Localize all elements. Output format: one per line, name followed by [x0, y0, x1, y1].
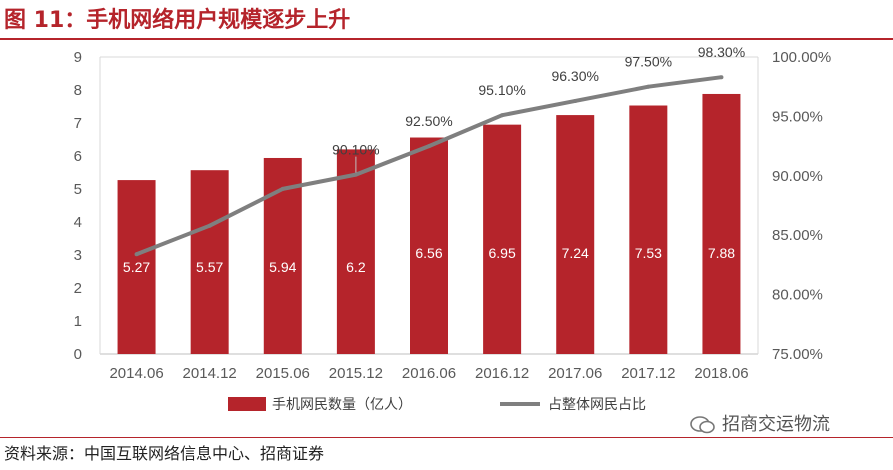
y-right-tick-label: 90.00% — [772, 168, 823, 185]
share-value-label: 95.10% — [478, 82, 525, 98]
y-left-tick-label: 7 — [74, 115, 82, 132]
share-point — [280, 186, 285, 191]
x-tick-label: 2015.12 — [329, 365, 383, 382]
y-left-tick-label: 4 — [74, 214, 82, 231]
bar-value-label: 7.24 — [562, 245, 589, 261]
bar-value-label: 6.56 — [415, 245, 442, 261]
watermark: 招商交运物流 — [690, 412, 890, 438]
bar-value-label: 6.2 — [346, 259, 366, 275]
x-tick-label: 2015.06 — [256, 365, 310, 382]
x-tick-label: 2017.12 — [621, 365, 675, 382]
share-point — [646, 84, 651, 89]
y-right-tick-label: 75.00% — [772, 346, 823, 363]
y-left-tick-label: 0 — [74, 346, 82, 363]
share-point — [207, 223, 212, 228]
bar-value-label: 5.27 — [123, 259, 150, 275]
y-left-tick-label: 3 — [74, 247, 82, 264]
bar-value-label: 7.53 — [635, 245, 662, 261]
y-right-tick-label: 80.00% — [772, 287, 823, 304]
share-point — [427, 144, 431, 149]
y-left-tick-label: 9 — [74, 49, 82, 66]
legend-line-label: 占整体网民占比 — [548, 397, 646, 413]
y-left-tick-label: 6 — [74, 148, 82, 165]
y-left-tick-label: 1 — [74, 313, 82, 330]
y-left-tick-label: 8 — [74, 82, 82, 99]
share-point — [719, 75, 724, 80]
source-note: 资料来源：中国互联网络信息中心、招商证券 — [4, 444, 325, 463]
legend-bar-swatch — [228, 397, 266, 411]
x-tick-label: 2017.06 — [548, 365, 602, 382]
share-value-label: 92.50% — [405, 113, 452, 129]
share-value-label: 96.30% — [551, 68, 598, 84]
bar — [556, 115, 595, 354]
y-right-tick-label: 100.00% — [772, 49, 831, 66]
bar — [190, 170, 229, 354]
x-tick-label: 2018.06 — [694, 365, 748, 382]
y-right-tick-label: 95.00% — [772, 108, 823, 125]
bar-value-label: 7.88 — [708, 245, 735, 261]
bar-value-label: 5.57 — [196, 259, 223, 275]
page-title: 图 11：手机网络用户规模逐步上升 — [4, 8, 351, 33]
share-point — [573, 98, 578, 103]
title-divider — [0, 38, 893, 40]
y-left-tick-label: 5 — [74, 181, 82, 198]
share-value-label: 90.10% — [332, 142, 379, 158]
share-point — [134, 252, 139, 257]
bar — [702, 93, 741, 355]
legend-bar-label: 手机网民数量（亿人） — [272, 397, 412, 413]
x-tick-label: 2014.06 — [109, 365, 163, 382]
bar — [336, 149, 375, 354]
x-tick-label: 2014.12 — [183, 365, 237, 382]
bar — [483, 124, 522, 355]
share-point — [500, 113, 505, 118]
bar-value-label: 5.94 — [269, 259, 296, 275]
footer-divider — [0, 437, 893, 438]
bar — [117, 180, 156, 354]
legend: 手机网民数量（亿人） 占整体网民占比 — [228, 397, 646, 413]
y-left-tick-label: 2 — [74, 280, 82, 297]
wechat-icon — [690, 416, 715, 434]
watermark-text: 招商交运物流 — [722, 414, 830, 435]
bar-value-label: 6.95 — [488, 245, 515, 261]
bar — [410, 137, 448, 354]
bar — [629, 105, 668, 354]
x-tick-label: 2016.06 — [402, 365, 456, 382]
share-value-label: 98.30% — [698, 44, 745, 60]
y-right-tick-label: 85.00% — [772, 227, 823, 244]
share-value-label: 97.50% — [625, 54, 672, 70]
x-tick-label: 2016.12 — [475, 365, 529, 382]
share-point — [353, 172, 358, 177]
